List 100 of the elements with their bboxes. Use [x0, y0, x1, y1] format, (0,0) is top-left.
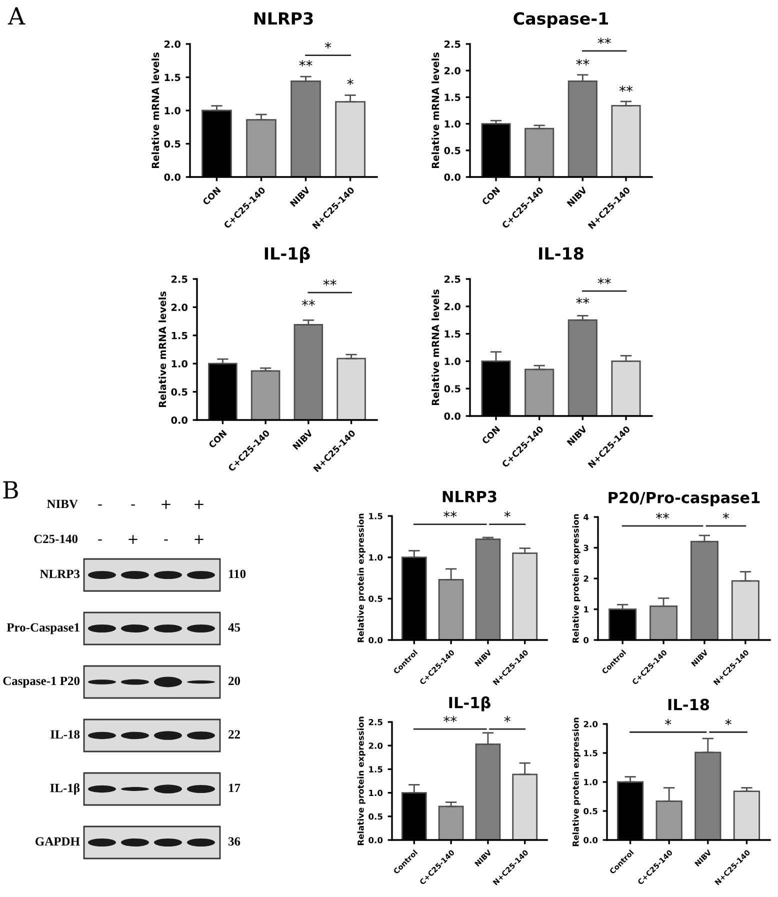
chart-title: NLRP3 — [254, 12, 313, 25]
y-axis-title: Relative mRNA levels — [152, 52, 160, 168]
text: B — [3, 481, 18, 499]
text: NLRP3 — [40, 570, 80, 578]
text: - — [98, 504, 102, 506]
chart-title: IL-1β — [449, 696, 490, 712]
text: Caspase-1 P20 — [3, 676, 80, 688]
annotation: ** — [323, 279, 336, 286]
annotation: * — [504, 511, 510, 518]
y-axis-title: Relative protein expression — [357, 514, 366, 642]
chart-title: Caspase-1 — [514, 12, 608, 28]
y-tick-label: 0.0 — [171, 416, 188, 424]
y-axis-title: Relative mRNA levels — [432, 290, 440, 406]
annotation: ** — [444, 716, 457, 722]
y-tick-label: 0.5 — [368, 596, 382, 602]
y-tick-label: 1.0 — [172, 360, 188, 368]
y-tick-label: 0.5 — [368, 813, 382, 820]
annotation: ** — [619, 86, 633, 92]
text: - — [98, 539, 102, 541]
y-tick-label: 0.5 — [584, 808, 598, 814]
text: 110 — [229, 570, 246, 578]
y-axis-title: Relative mRNA levels — [432, 52, 440, 168]
y-tick-label: 0.5 — [171, 388, 188, 396]
y-tick-label: 2.5 — [172, 275, 188, 283]
annotation: ** — [576, 298, 590, 304]
y-tick-label: 2.0 — [368, 742, 383, 749]
text: + — [128, 535, 138, 544]
y-tick-label: 0.0 — [368, 636, 383, 644]
y-tick-label: 1.0 — [164, 106, 181, 114]
y-tick-label: 0.0 — [368, 836, 383, 844]
y-axis-title: Relative protein expression — [357, 716, 366, 846]
annotation: ** — [576, 59, 590, 66]
text: A — [8, 7, 26, 25]
y-axis-title: Relative protein expression — [572, 718, 580, 846]
chart-title: P20/Pro-caspase1 — [608, 492, 760, 506]
text: NIBV — [46, 500, 78, 508]
y-tick-label: 3 — [584, 544, 588, 552]
y-tick-label: 1.0 — [444, 120, 461, 128]
annotation: * — [347, 78, 354, 86]
y-tick-label: 2.0 — [172, 304, 188, 312]
y-tick-label: 0.5 — [444, 146, 460, 154]
y-tick-label: 2.5 — [368, 718, 382, 726]
text: + — [162, 500, 170, 509]
annotation: * — [722, 512, 730, 520]
text: + — [194, 535, 204, 544]
annotation: ** — [598, 38, 611, 44]
annotation: * — [665, 718, 672, 726]
annotation: ** — [444, 511, 457, 518]
text: + — [194, 500, 204, 509]
text: 22 — [228, 730, 240, 739]
annotation: ** — [302, 300, 315, 306]
text: C25-140 — [34, 534, 78, 544]
annotation: ** — [598, 278, 611, 284]
text: GAPDH — [35, 837, 80, 846]
y-tick-label: 1.5 — [164, 74, 180, 82]
y-tick-label: 1.0 — [369, 554, 383, 561]
y-axis-title: Relative mRNA levels — [158, 292, 166, 408]
text: 36 — [228, 837, 240, 846]
y-tick-label: 4 — [584, 514, 589, 520]
y-tick-label: 1 — [584, 606, 588, 612]
y-tick-label: 1.0 — [584, 778, 598, 786]
y-tick-label: 1.5 — [444, 330, 460, 338]
y-axis-title: Relative protein expression — [572, 514, 580, 643]
y-tick-label: 1.5 — [369, 513, 382, 520]
y-tick-label: 1.0 — [369, 790, 383, 796]
text: Pro-Caspase1 — [6, 623, 80, 634]
y-tick-label: 1.5 — [584, 750, 598, 756]
text: - — [164, 539, 168, 541]
y-tick-label: 0.5 — [164, 140, 180, 148]
annotation: * — [324, 42, 332, 48]
y-tick-label: 2 — [584, 575, 588, 582]
y-tick-label: 2.0 — [584, 720, 598, 728]
annotation: ** — [299, 60, 312, 66]
annotation: ** — [656, 512, 670, 520]
y-tick-label: 2.0 — [444, 302, 461, 310]
y-tick-label: 1.5 — [172, 332, 188, 340]
text: 17 — [229, 784, 240, 792]
annotation: * — [504, 716, 510, 722]
y-tick-label: 1.0 — [444, 358, 461, 366]
chart-title: IL-18 — [539, 247, 584, 260]
y-tick-label: 0.0 — [444, 412, 461, 420]
y-tick-label: 0.0 — [584, 836, 598, 844]
text: - — [131, 504, 135, 506]
text: 45 — [228, 623, 240, 632]
y-tick-label: 2.5 — [444, 275, 460, 283]
y-tick-label: 2.0 — [444, 67, 461, 74]
text: IL-1β — [50, 783, 80, 795]
y-tick-label: 1.5 — [444, 94, 460, 102]
chart-title: IL-1β — [264, 246, 310, 264]
y-tick-label: 0.5 — [444, 385, 460, 392]
y-tick-label: 0.0 — [444, 173, 461, 181]
annotation: * — [725, 718, 732, 726]
y-tick-label: 0.0 — [164, 173, 181, 181]
text: IL-18 — [50, 730, 80, 739]
chart-title: NLRP3 — [442, 490, 496, 502]
y-tick-label: 1.5 — [369, 766, 382, 772]
text: 20 — [228, 676, 240, 686]
chart-title: IL-18 — [668, 698, 710, 710]
y-tick-label: 0 — [584, 636, 589, 644]
y-tick-label: 2.5 — [444, 40, 460, 48]
